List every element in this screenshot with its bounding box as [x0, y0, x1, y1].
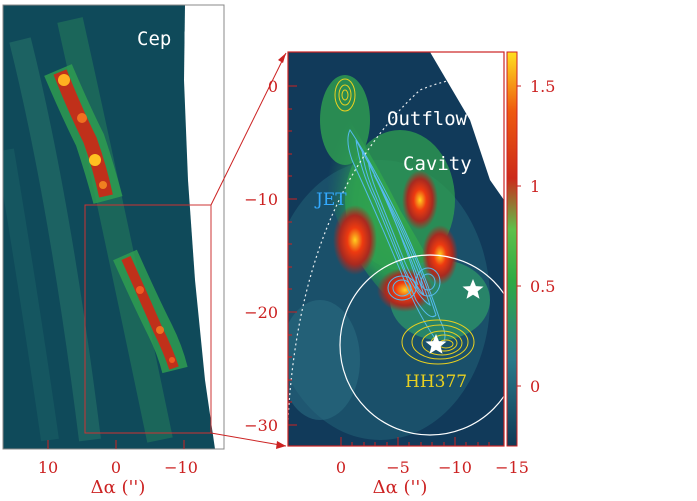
left-map-blank-region	[184, 5, 224, 449]
left-x-tick-0: 10	[38, 458, 58, 477]
colorbar-tick-1: 1	[530, 177, 540, 196]
right-y-tick-1: −10	[244, 190, 278, 209]
right-y-tick-2: −20	[244, 303, 278, 322]
right-x-axis-label: Δα ('')	[373, 477, 428, 498]
left-map-panel: Cep E 10 0 −10 Δα ('')	[2, 4, 225, 498]
right-x-tick-3: −15	[495, 458, 529, 477]
star-marker-2	[425, 334, 447, 354]
right-map-frame	[287, 51, 505, 447]
hh377-label: HH377	[405, 372, 467, 392]
right-map-panel: Outflow Cavity JET HH377 0 −10	[244, 51, 529, 498]
colorbar-tick-2: 0.5	[530, 277, 555, 296]
left-panel-title: Cep E	[137, 28, 194, 50]
hh377-contours	[334, 78, 475, 365]
left-x-tick-1: 0	[111, 458, 121, 477]
colorbar-tick-3: 0	[530, 377, 540, 396]
cavity-wall-red-2	[402, 170, 438, 230]
right-map-blank-region	[430, 52, 504, 200]
upper-jet-core	[53, 69, 113, 198]
right-y-tick-3: −30	[244, 416, 278, 435]
right-y-tick-0: 0	[268, 77, 278, 96]
right-x-axis: 0 −5 −10 −15 Δα ('')	[336, 437, 529, 498]
right-x-tick-2: −10	[438, 458, 472, 477]
cavity-wall-red-1	[333, 205, 377, 275]
jet-label: JET	[314, 190, 347, 210]
left-x-axis: 10 0 −10 Δα ('')	[38, 440, 198, 498]
zoom-region-box	[84, 204, 212, 434]
star-marker-1	[462, 279, 484, 299]
right-y-axis: 0 −10 −20 −30	[244, 77, 297, 435]
colorbar: 1.5 1 0.5 0	[506, 51, 555, 447]
right-x-tick-1: −5	[386, 458, 410, 477]
field-of-view-circle	[339, 254, 504, 436]
right-x-tick-0: 0	[336, 458, 346, 477]
left-x-tick-2: −10	[164, 458, 198, 477]
left-x-axis-label: Δα ('')	[91, 477, 146, 498]
zoom-connectors	[210, 52, 287, 449]
cavity-wall-red-4	[377, 268, 433, 312]
colorbar-tick-0: 1.5	[530, 77, 555, 96]
colorbar-gradient	[506, 51, 518, 447]
outflow-label: Outflow	[387, 108, 468, 130]
cavity-label: Cavity	[403, 153, 472, 175]
